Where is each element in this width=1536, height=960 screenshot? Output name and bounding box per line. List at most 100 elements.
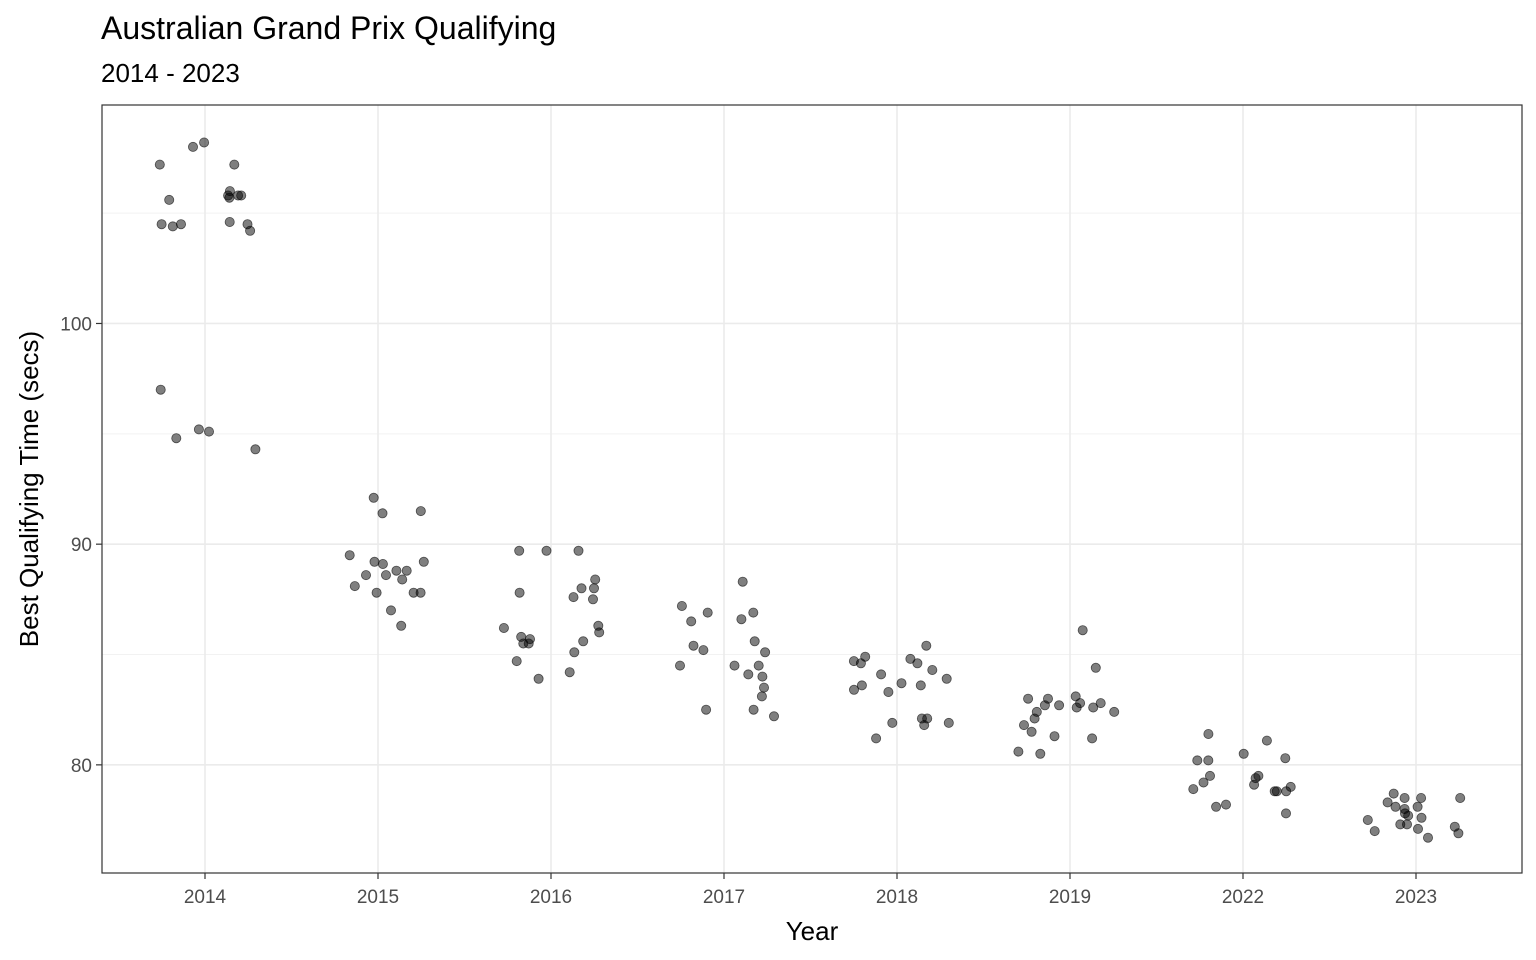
- data-point: [1253, 770, 1264, 781]
- data-point: [769, 711, 780, 722]
- x-tick-label: 2022: [1222, 887, 1264, 908]
- data-point: [860, 651, 871, 662]
- data-point: [156, 219, 167, 230]
- data-point: [1205, 770, 1216, 781]
- data-point: [856, 680, 867, 691]
- data-point: [371, 587, 382, 598]
- data-point: [756, 691, 767, 702]
- x-tick-label: 2015: [357, 887, 399, 908]
- data-point: [887, 717, 898, 728]
- data-point: [1071, 702, 1082, 713]
- data-point: [748, 704, 759, 715]
- data-point: [737, 576, 748, 587]
- data-point: [1221, 799, 1232, 810]
- data-point: [533, 673, 544, 684]
- data-point: [171, 433, 182, 444]
- data-point: [743, 669, 754, 680]
- x-tick-label: 2017: [703, 887, 745, 908]
- data-point: [573, 545, 584, 556]
- data-point: [749, 636, 760, 647]
- data-point: [1269, 786, 1280, 797]
- grid-lines: [102, 105, 1522, 873]
- data-point: [418, 556, 429, 567]
- data-point: [702, 607, 713, 618]
- data-point: [916, 713, 927, 724]
- data-point: [1023, 693, 1034, 704]
- x-axis-title: Year: [786, 916, 839, 946]
- data-point: [896, 678, 907, 689]
- data-point: [594, 627, 605, 638]
- y-tick-label: 80: [71, 756, 92, 777]
- data-point: [1203, 729, 1214, 740]
- data-point: [1088, 702, 1099, 713]
- data-point: [1261, 735, 1272, 746]
- x-tick-label: 2018: [876, 887, 918, 908]
- data-point: [360, 570, 371, 581]
- data-point: [1395, 819, 1406, 830]
- data-point: [915, 680, 926, 691]
- data-point: [377, 559, 388, 570]
- data-point: [385, 605, 396, 616]
- data-point: [1188, 784, 1199, 795]
- data-point: [1416, 812, 1427, 823]
- data-point: [525, 634, 536, 645]
- data-point: [1390, 801, 1401, 812]
- data-point: [921, 640, 932, 651]
- data-point: [1281, 808, 1292, 819]
- data-point: [167, 221, 178, 232]
- y-tick-label: 100: [60, 314, 92, 335]
- data-point: [701, 704, 712, 715]
- data-point: [396, 620, 407, 631]
- data-point: [588, 594, 599, 605]
- data-point: [242, 219, 253, 230]
- data-point: [1413, 823, 1424, 834]
- data-point: [229, 159, 240, 170]
- data-points: [154, 137, 1466, 843]
- data-point: [1280, 753, 1291, 764]
- data-point: [912, 658, 923, 669]
- data-point: [698, 645, 709, 656]
- chart-subtitle: 2014 - 2023: [101, 58, 240, 88]
- data-point: [415, 506, 426, 517]
- data-point: [223, 190, 234, 201]
- data-point: [1449, 821, 1460, 832]
- data-point: [729, 660, 740, 671]
- x-tick-label: 2023: [1395, 887, 1437, 908]
- data-point: [541, 545, 552, 556]
- chart-title: Australian Grand Prix Qualifying: [101, 10, 557, 46]
- data-point: [736, 614, 747, 625]
- data-point: [1382, 797, 1393, 808]
- data-point: [368, 492, 379, 503]
- data-point: [1369, 826, 1380, 837]
- y-axis-title: Best Qualifying Time (secs): [14, 331, 44, 647]
- data-point: [1362, 815, 1373, 826]
- data-point: [349, 581, 360, 592]
- data-point: [564, 667, 575, 678]
- data-point: [1211, 801, 1222, 812]
- x-tick-label: 2016: [530, 887, 572, 908]
- data-point: [511, 656, 522, 667]
- data-point: [391, 565, 402, 576]
- data-point: [344, 550, 355, 561]
- data-point: [1416, 793, 1427, 804]
- data-point: [568, 592, 579, 603]
- data-point: [905, 653, 916, 664]
- data-point: [876, 669, 887, 680]
- data-point: [1412, 801, 1423, 812]
- data-point: [941, 673, 952, 684]
- data-point: [760, 647, 771, 658]
- data-point: [1054, 700, 1065, 711]
- data-point: [590, 574, 601, 585]
- data-point: [380, 570, 391, 581]
- data-point: [1049, 731, 1060, 742]
- data-point: [1035, 748, 1046, 759]
- data-point: [686, 616, 697, 627]
- plot-border: [101, 104, 1523, 874]
- x-tick-label: 2019: [1049, 887, 1091, 908]
- data-point: [187, 141, 198, 152]
- data-point: [233, 190, 244, 201]
- plot-panel: [102, 105, 1522, 873]
- data-point: [578, 636, 589, 647]
- data-point: [193, 424, 204, 435]
